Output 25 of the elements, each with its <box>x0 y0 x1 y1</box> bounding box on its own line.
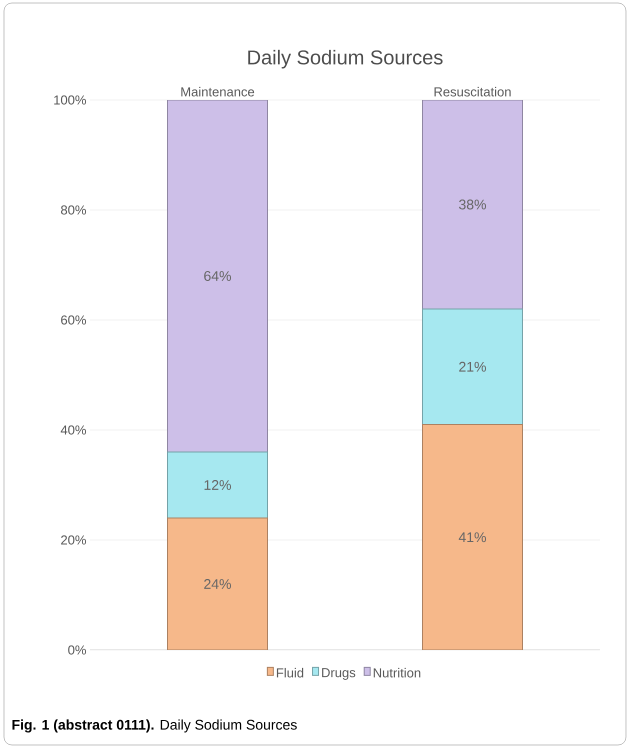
chart-title: Daily Sodium Sources <box>248 50 443 68</box>
data-label: 38% <box>459 200 486 210</box>
data-label: 12% <box>204 480 232 490</box>
bar <box>166 100 268 452</box>
data-label: 24% <box>204 579 232 589</box>
y-tick-label: 20% <box>61 535 86 545</box>
bar <box>422 100 523 310</box>
bar <box>166 451 268 518</box>
y-tick-label: 80% <box>61 205 86 215</box>
x-tick-label: Resuscitation <box>434 86 511 96</box>
y-tick-label: 100% <box>54 95 86 105</box>
legend-label: Drugs <box>322 668 356 680</box>
x-tick-label: Maintenance <box>181 86 254 96</box>
y-tick-label: 40% <box>60 425 86 435</box>
legend-label: Nutrition <box>374 668 420 678</box>
text: Fig. 1 (abstract 0111). Daily Sodium Sources <box>12 719 297 733</box>
legend-label: Fluid <box>276 668 304 678</box>
bar <box>422 308 523 425</box>
y-tick-label: 0% <box>68 645 86 655</box>
data-label: 41% <box>458 532 486 542</box>
bar <box>422 424 523 650</box>
data-label: 64% <box>204 271 232 281</box>
data-label: 21% <box>459 362 486 372</box>
y-tick-label: 60% <box>61 315 86 325</box>
bar <box>166 517 268 650</box>
